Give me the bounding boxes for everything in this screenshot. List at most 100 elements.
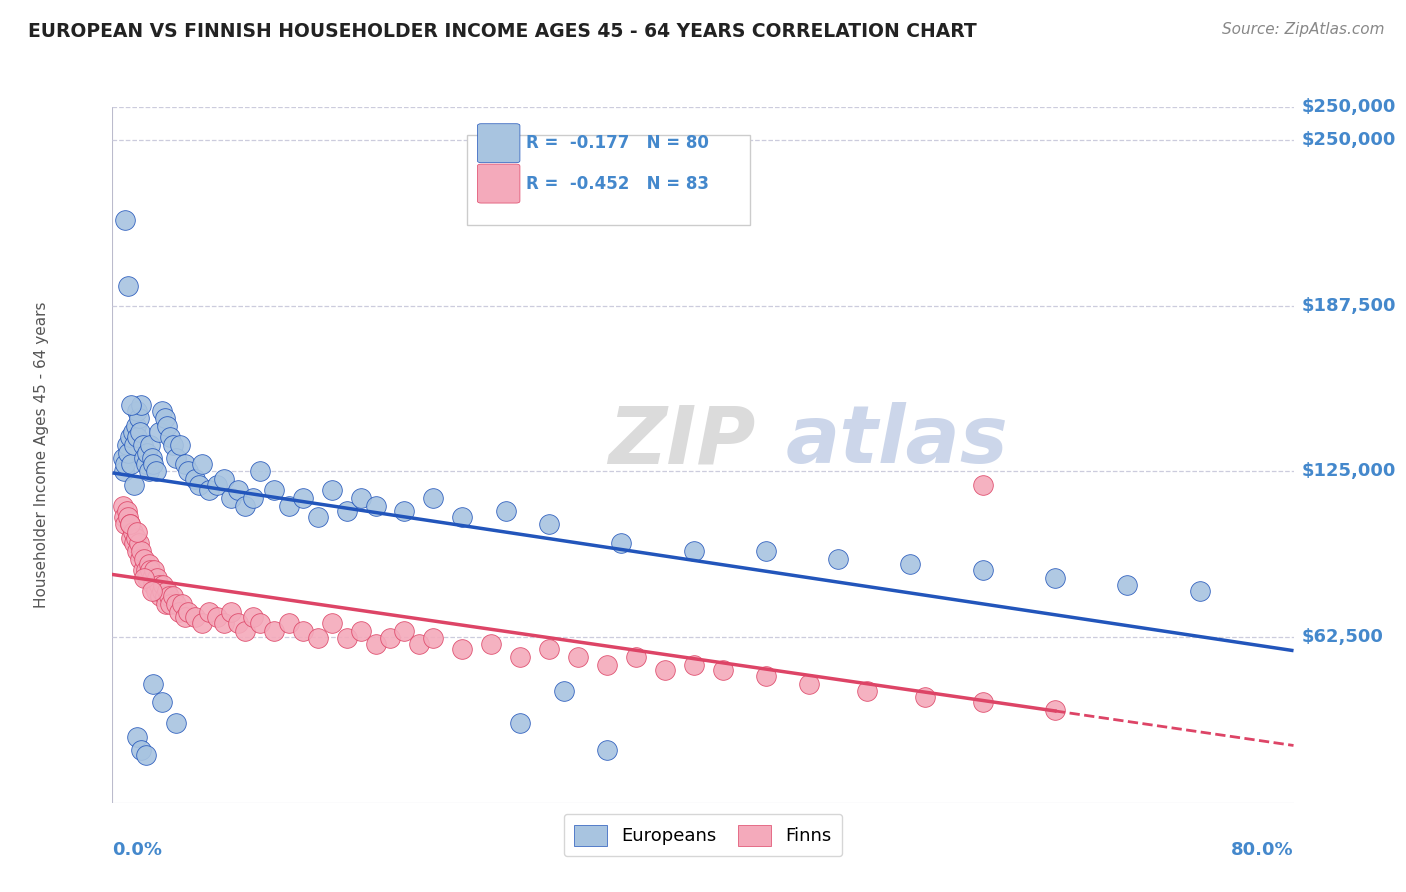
Point	[219, 605, 242, 619]
Point	[350, 624, 373, 638]
Point	[856, 684, 879, 698]
Point	[141, 583, 163, 598]
Point	[150, 695, 173, 709]
Text: EUROPEAN VS FINNISH HOUSEHOLDER INCOME AGES 45 - 64 YEARS CORRELATION CHART: EUROPEAN VS FINNISH HOUSEHOLDER INCOME A…	[28, 22, 977, 41]
Point	[112, 509, 135, 524]
Point	[422, 632, 444, 646]
Point	[124, 419, 146, 434]
Point	[159, 430, 181, 444]
Point	[509, 716, 531, 731]
Point	[184, 472, 207, 486]
Point	[538, 642, 561, 657]
Point	[139, 438, 162, 452]
Point	[1043, 703, 1066, 717]
Point	[350, 491, 373, 505]
Point	[972, 477, 994, 491]
Point	[117, 509, 139, 524]
Point	[143, 563, 166, 577]
Point	[134, 451, 156, 466]
Point	[124, 531, 146, 545]
Point	[191, 457, 214, 471]
Point	[155, 597, 177, 611]
Point	[263, 624, 285, 638]
Point	[111, 499, 134, 513]
Point	[610, 536, 633, 550]
Point	[125, 403, 148, 417]
Point	[827, 552, 849, 566]
Point	[451, 509, 474, 524]
Point	[165, 716, 187, 731]
Point	[624, 650, 647, 665]
Point	[114, 212, 136, 227]
Point	[142, 457, 165, 471]
Point	[249, 465, 271, 479]
Point	[249, 615, 271, 630]
Point	[138, 558, 160, 572]
Text: atlas: atlas	[786, 402, 1008, 480]
Point	[173, 457, 195, 471]
Text: Source: ZipAtlas.com: Source: ZipAtlas.com	[1222, 22, 1385, 37]
Point	[148, 578, 170, 592]
Point	[167, 605, 190, 619]
Legend: Europeans, Finns: Europeans, Finns	[564, 814, 842, 856]
Point	[138, 465, 160, 479]
Point	[212, 615, 235, 630]
Point	[394, 504, 416, 518]
Point	[682, 657, 704, 672]
Point	[120, 531, 142, 545]
Point	[596, 743, 619, 757]
Point	[1188, 583, 1211, 598]
Text: Householder Income Ages 45 - 64 years: Householder Income Ages 45 - 64 years	[34, 301, 49, 608]
Point	[165, 597, 187, 611]
Point	[121, 525, 143, 540]
Text: R =  -0.452   N = 83: R = -0.452 N = 83	[526, 175, 709, 193]
Point	[132, 438, 155, 452]
Point	[900, 558, 922, 572]
Point	[115, 438, 138, 452]
Point	[226, 615, 249, 630]
Point	[682, 544, 704, 558]
Point	[122, 438, 145, 452]
Point	[198, 483, 221, 497]
Point	[263, 483, 285, 497]
Point	[176, 465, 198, 479]
Point	[184, 610, 207, 624]
Point	[122, 536, 145, 550]
Point	[159, 597, 181, 611]
Point	[378, 632, 401, 646]
Point	[307, 632, 329, 646]
Point	[135, 748, 157, 763]
Point	[131, 743, 153, 757]
Point	[242, 610, 264, 624]
Point	[307, 509, 329, 524]
Point	[148, 425, 170, 439]
Point	[242, 491, 264, 505]
Point	[135, 563, 157, 577]
Point	[134, 552, 156, 566]
Point	[173, 610, 195, 624]
Point	[538, 517, 561, 532]
Point	[118, 517, 141, 532]
Point	[134, 570, 156, 584]
Point	[277, 499, 299, 513]
Point	[205, 610, 228, 624]
Point	[321, 483, 343, 497]
Point	[150, 403, 173, 417]
Point	[149, 589, 172, 603]
Point	[972, 563, 994, 577]
Point	[170, 597, 193, 611]
Point	[152, 578, 174, 592]
Point	[755, 668, 778, 682]
Text: $187,500: $187,500	[1302, 297, 1396, 315]
Text: 80.0%: 80.0%	[1230, 841, 1294, 859]
Point	[129, 552, 152, 566]
Point	[165, 451, 187, 466]
Point	[121, 425, 143, 439]
Point	[162, 589, 184, 603]
Text: $250,000: $250,000	[1302, 131, 1396, 149]
Point	[479, 637, 502, 651]
Point	[136, 570, 159, 584]
Point	[156, 419, 179, 434]
Point	[142, 578, 165, 592]
Text: R =  -0.177   N = 80: R = -0.177 N = 80	[526, 134, 709, 153]
